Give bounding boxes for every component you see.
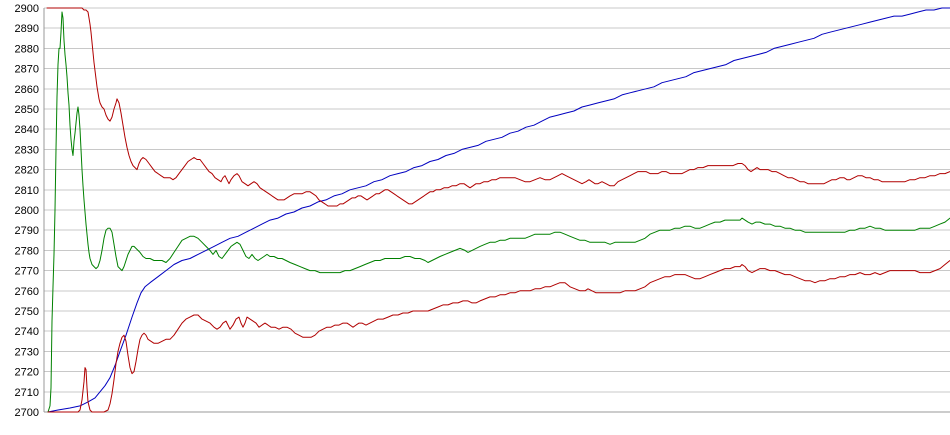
series-green-line <box>47 11 950 413</box>
y-axis-tick-label: 2880 <box>15 43 39 55</box>
y-axis-tick-label: 2890 <box>15 23 39 35</box>
series-red-upper-line <box>46 7 950 207</box>
y-axis-tick-label: 2860 <box>15 84 39 96</box>
series-red-lower-line <box>47 260 950 413</box>
y-axis-tick-label: 2850 <box>15 104 39 116</box>
y-axis-tick-label: 2900 <box>15 3 39 15</box>
y-axis-tick-label: 2730 <box>15 346 39 358</box>
y-axis-tick-label: 2740 <box>15 326 39 338</box>
y-axis-tick-label: 2820 <box>15 165 39 177</box>
y-axis-tick-label: 2760 <box>15 286 39 298</box>
y-axis-tick-label: 2840 <box>15 124 39 136</box>
y-axis-tick-label: 2710 <box>15 387 39 399</box>
y-axis-tick-label: 2830 <box>15 144 39 156</box>
y-axis-tick-label: 2780 <box>15 245 39 257</box>
y-axis-tick-label: 2720 <box>15 367 39 379</box>
y-axis-tick-label: 2800 <box>15 205 39 217</box>
y-axis-tick-label: 2870 <box>15 64 39 76</box>
y-axis-tick-label: 2810 <box>15 185 39 197</box>
y-axis-tick-label: 2750 <box>15 306 39 318</box>
y-axis-tick-label: 2770 <box>15 266 39 278</box>
y-axis-tick-label: 2700 <box>15 407 39 419</box>
y-axis-tick-label: 2790 <box>15 225 39 237</box>
series-blue-line <box>47 7 950 413</box>
